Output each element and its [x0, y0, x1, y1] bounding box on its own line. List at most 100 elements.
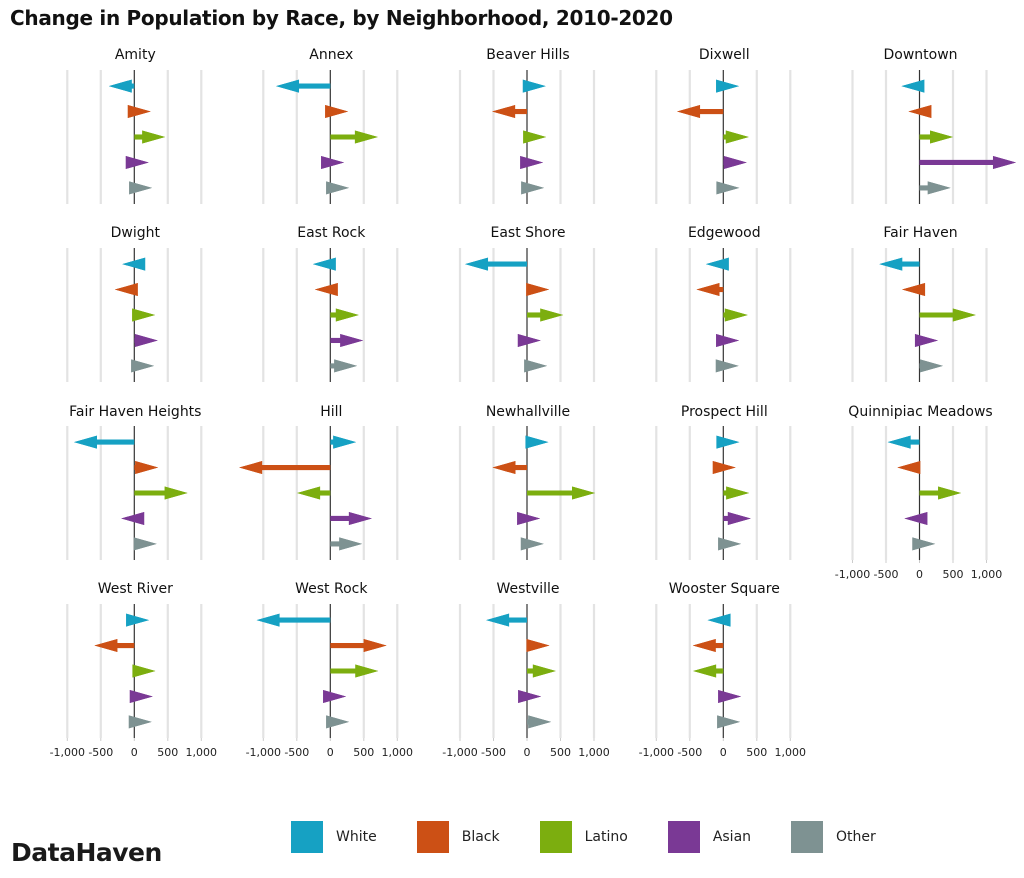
facet-title: Hill: [320, 404, 342, 420]
arrow-latino: [527, 486, 596, 500]
arrow-head-fill: [716, 181, 740, 195]
arrow-head-fill: [723, 155, 747, 169]
arrow-head-fill: [726, 486, 750, 500]
arrow-black: [692, 639, 724, 653]
arrow-black: [94, 639, 135, 653]
arrow-head-fill: [520, 537, 544, 551]
arrow-head-fill: [492, 461, 516, 475]
arrow-white: [276, 79, 331, 93]
arrow-white: [465, 257, 527, 271]
legend-swatch-black: [416, 821, 449, 853]
arrow-latino: [330, 130, 378, 144]
arrow-latino: [723, 130, 749, 144]
arrow-black: [712, 461, 736, 475]
arrow-head-fill: [94, 639, 118, 653]
facet-title: West River: [98, 581, 173, 597]
facet-annex: Annex: [262, 47, 399, 204]
arrow-asian: [520, 155, 544, 169]
arrow-latino: [527, 664, 556, 678]
facet-fair-haven: Fair Haven: [851, 225, 988, 382]
arrow-head-fill: [523, 130, 547, 144]
arrow-head-fill: [312, 257, 336, 271]
arrow-head-fill: [517, 333, 541, 347]
arrow-head-fill: [125, 155, 149, 169]
facet-fair-haven-heights: Fair Haven Heights: [66, 404, 203, 560]
legend-label-black: Black: [461, 829, 500, 845]
arrow-white: [330, 435, 357, 449]
arrow-head-fill: [902, 283, 926, 297]
arrow-other: [715, 359, 739, 373]
arrow-latino: [919, 486, 962, 500]
arrow-head-fill: [705, 257, 729, 271]
arrow-head-fill: [121, 511, 145, 525]
arrow-head-fill: [326, 181, 350, 195]
arrow-head-fill: [718, 689, 742, 703]
arrow-head-fill: [465, 257, 489, 271]
arrow-head-fill: [526, 639, 550, 653]
x-tick-label: 0: [524, 746, 531, 759]
arrow-latino: [330, 664, 379, 678]
arrow-head-fill: [339, 537, 363, 551]
arrow-head-fill: [879, 257, 903, 271]
facet-title: Edgewood: [688, 225, 761, 241]
arrow-head-fill: [132, 308, 156, 322]
arrow-white: [705, 257, 729, 271]
x-tick-label: 1,000: [186, 746, 218, 759]
arrow-other: [133, 537, 157, 551]
arrow-white: [108, 79, 135, 93]
arrow-latino: [330, 308, 359, 322]
faceted-arrow-chart: Amity Annex Beaver Hills Dixwell Downtown Dwi…: [50, 47, 1016, 759]
arrow-head-fill: [114, 283, 138, 297]
arrow-black: [897, 461, 921, 475]
facet-prospect-hill: Prospect Hill: [655, 404, 792, 560]
arrow-head-fill: [492, 105, 516, 119]
arrow-head-fill: [129, 689, 153, 703]
arrow-white: [122, 257, 146, 271]
arrow-head-fill: [938, 486, 962, 500]
arrow-other: [527, 715, 552, 729]
arrow-black: [908, 105, 932, 119]
legend-item-black: Black: [416, 821, 520, 853]
arrow-black: [526, 639, 550, 653]
arrow-black: [239, 461, 331, 475]
x-tick-label: 500: [157, 746, 178, 759]
facet-edgewood: Edgewood: [655, 225, 792, 382]
x-tick-label: -500: [481, 746, 506, 759]
arrow-head-fill: [677, 105, 701, 119]
x-tick-label: 500: [353, 746, 374, 759]
x-tick-label: 0: [327, 746, 334, 759]
arrow-asian: [718, 689, 742, 703]
arrow-head-fill: [354, 130, 378, 144]
arrow-head-fill: [164, 486, 188, 500]
arrow-head-fill: [276, 79, 300, 93]
arrow-latino: [297, 486, 331, 500]
arrow-head-fill: [122, 257, 146, 271]
x-tick-label: 0: [131, 746, 138, 759]
facet-newhallville: Newhallville: [458, 404, 596, 560]
arrow-asian: [919, 155, 1016, 169]
arrow-head-fill: [716, 435, 740, 449]
facet-title: Amity: [115, 47, 156, 63]
facet-quinnipiac-meadows: Quinnipiac Meadows -1,000 -500 0 500 1,000: [835, 404, 1002, 581]
arrow-other: [718, 537, 742, 551]
x-tick-label: 500: [550, 746, 571, 759]
arrow-black: [677, 105, 724, 119]
legend-label-latino: Latino: [584, 829, 628, 845]
arrow-head-fill: [952, 308, 976, 322]
arrow-head-fill: [927, 181, 951, 195]
arrow-head-fill: [540, 308, 564, 322]
arrow-black: [902, 283, 926, 297]
arrow-head-fill: [74, 435, 97, 449]
arrow-head-fill: [992, 155, 1016, 169]
arrow-head-fill: [919, 359, 943, 373]
facet-title: Quinnipiac Meadows: [848, 404, 992, 420]
facet-downtown: Downtown: [851, 47, 1016, 204]
x-tick-label: 500: [746, 746, 767, 759]
arrow-asian: [129, 689, 153, 703]
arrow-white: [716, 79, 740, 93]
arrow-latino: [527, 308, 564, 322]
arrow-latino: [693, 664, 724, 678]
x-tick-label: -1,000: [639, 746, 674, 759]
facet-dixwell: Dixwell: [655, 47, 792, 204]
facet-title: Fair Haven: [883, 225, 957, 241]
